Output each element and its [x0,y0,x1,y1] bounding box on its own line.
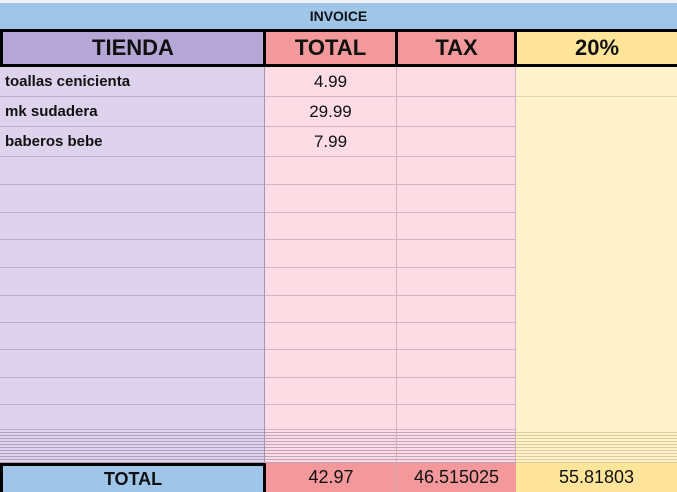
pct-column [516,67,677,463]
tax-cell[interactable] [397,405,515,430]
pct-cell[interactable] [516,157,677,185]
total-column: 4.99 29.99 7.99 [265,67,397,463]
total-cell[interactable] [265,268,396,296]
tax-cell[interactable] [397,213,515,240]
pct-cell[interactable] [516,296,677,323]
tienda-cell-text [0,378,264,404]
total-cell-text [265,350,396,377]
total-cell[interactable]: 7.99 [265,127,396,157]
total-cell[interactable] [265,296,396,323]
tax-cell[interactable] [397,378,515,405]
total-cell[interactable] [265,405,396,430]
total-label[interactable]: TOTAL [0,463,266,492]
tienda-cell-text [0,350,264,377]
total-cell-text [265,213,396,239]
total-cell-text [265,157,396,184]
header-tax[interactable]: TAX [395,29,518,67]
total-cell-text [265,268,396,295]
total-cell[interactable]: 29.99 [265,97,396,127]
pct-cell[interactable] [516,127,677,157]
tax-cell[interactable] [397,268,515,296]
total-cell[interactable] [265,185,396,213]
tienda-cell[interactable] [0,323,264,350]
top-strip [0,0,677,3]
total-cell-text [265,323,396,349]
pct-sum[interactable]: 55.81803 [516,463,677,492]
total-cell-text [265,296,396,322]
total-cell[interactable] [265,323,396,350]
total-cell-text: 7.99 [313,131,348,151]
total-cell[interactable]: 4.99 [265,67,396,97]
total-cell-text [265,378,396,404]
total-cell-text [265,240,396,267]
pct-cell[interactable] [516,323,677,350]
tienda-cell[interactable] [0,405,264,430]
pct-cell[interactable] [516,378,677,405]
tienda-cell[interactable] [0,185,264,213]
tienda-cell[interactable] [0,213,264,240]
pct-cell[interactable] [516,350,677,378]
pct-cell[interactable] [516,185,677,213]
total-cell[interactable] [265,213,396,240]
tax-cell[interactable] [397,296,515,323]
pct-cell[interactable] [516,67,677,97]
tax-cell[interactable] [397,240,515,268]
tienda-cell-text: mk sudadera [5,103,98,120]
header-tienda[interactable]: TIENDA [0,29,266,67]
total-cell[interactable] [265,240,396,268]
tienda-column: toallas cenicienta mk sudadera baberos beb… [0,67,265,463]
tienda-cell-text [0,323,264,349]
tienda-cell-text: baberos bebe [5,133,103,150]
total-cell[interactable] [265,378,396,405]
tienda-cell-text [0,268,264,295]
total-cell-text [265,405,396,429]
total-cell[interactable] [265,157,396,185]
tax-cell[interactable] [397,67,515,97]
tienda-cell-text [0,296,264,322]
tienda-cell-text [0,185,264,212]
total-cell-text: 4.99 [313,71,348,91]
tienda-cell[interactable] [0,350,264,378]
pct-cell[interactable] [516,240,677,268]
tienda-cell-text: toallas cenicienta [5,73,131,90]
tienda-cell[interactable] [0,296,264,323]
tienda-cell[interactable]: toallas cenicienta [0,67,264,97]
tienda-cell-text [0,213,264,239]
tienda-cell[interactable] [0,240,264,268]
tax-cell[interactable] [397,157,515,185]
tienda-cell-text [0,157,264,184]
total-cell-text: 29.99 [309,101,352,121]
tax-cell[interactable] [397,185,515,213]
tienda-cell[interactable]: baberos bebe [0,127,264,157]
header-pct[interactable]: 20% [514,29,677,67]
tax-sum[interactable]: 46.515025 [397,463,516,492]
tienda-cell[interactable] [0,268,264,296]
invoice-title[interactable]: INVOICE [0,3,677,30]
pct-cell[interactable] [516,268,677,296]
tienda-cell-text [0,405,264,429]
total-sum[interactable]: 42.97 [266,463,397,492]
tienda-cell[interactable]: mk sudadera [0,97,264,127]
pct-cell[interactable] [516,213,677,240]
tax-column [397,67,516,463]
tienda-cell[interactable] [0,378,264,405]
tax-cell[interactable] [397,350,515,378]
total-cell-text [265,185,396,212]
tax-cell[interactable] [397,97,515,127]
tienda-cell[interactable] [0,157,264,185]
header-total[interactable]: TOTAL [263,29,398,67]
pct-cell[interactable] [516,405,677,430]
tienda-cell-text [0,240,264,267]
tax-cell[interactable] [397,323,515,350]
total-cell[interactable] [265,350,396,378]
tax-cell[interactable] [397,127,515,157]
pct-cell[interactable] [516,97,677,127]
